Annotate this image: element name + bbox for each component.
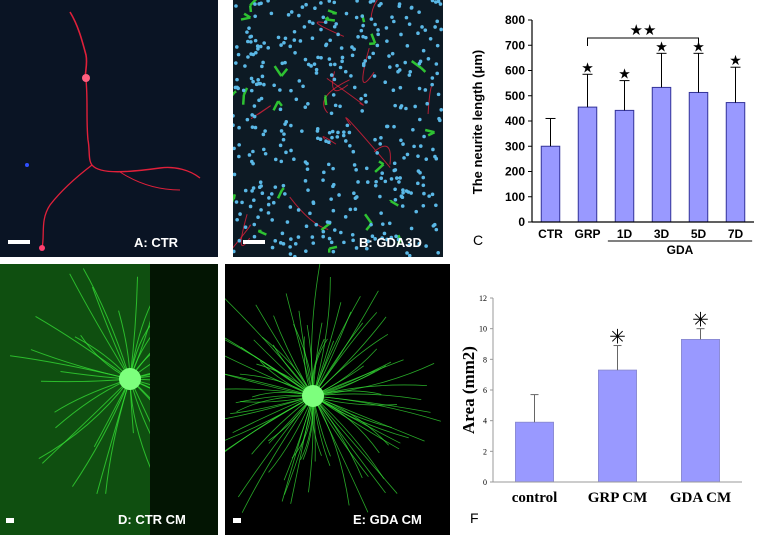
error-bars <box>545 52 741 147</box>
y-tick-label: 10 <box>479 325 487 334</box>
y-tick-label: 12 <box>479 294 487 303</box>
panel-f-letter: F <box>470 510 479 526</box>
y-tick-label: 0 <box>483 478 487 487</box>
micrograph-d: D: CTR CM <box>0 264 218 535</box>
x-tick-label: control <box>512 490 558 506</box>
micrograph-a: A: CTR <box>0 0 218 257</box>
bars <box>515 339 720 483</box>
y-tick-label: 0 <box>518 215 525 229</box>
bar-grp-cm <box>598 369 637 483</box>
micrograph-e-drawing <box>225 264 441 513</box>
panel-e-label: E: GDA CM <box>353 512 422 527</box>
significance-asterisk: ✳ <box>692 310 709 332</box>
significance-marks: ★ ★ ★ ★ ★ <box>581 38 742 81</box>
y-tick-label: 300 <box>505 139 525 153</box>
significance-star: ★ <box>729 52 742 68</box>
x-tick-label: GRP <box>574 227 600 241</box>
micrograph-e: E: GDA CM <box>225 264 450 535</box>
y-tick-label: 6 <box>483 386 487 395</box>
panel-d-label: D: CTR CM <box>118 512 186 527</box>
y-tick-label: 4 <box>483 417 487 426</box>
dark-background-region <box>150 264 218 535</box>
x-tick-label: 1D <box>617 227 633 241</box>
significance-star: ★ <box>618 66 631 82</box>
significance-star: ★ <box>581 59 594 75</box>
micrograph-a-drawing <box>25 11 201 251</box>
scale-bar <box>8 240 30 244</box>
y-tick-label: 700 <box>505 38 525 52</box>
panel-b-label: B: GDA3D <box>359 235 422 250</box>
y-axis-ticks: 0 100 200 300 400 500 600 700 800 <box>505 13 532 229</box>
bar-gda-cm <box>681 339 720 483</box>
micrograph-b: B: GDA3D <box>233 0 443 257</box>
bar-3d <box>651 86 672 223</box>
x-tick-label: GDA CM <box>670 490 731 506</box>
significance-marks: ✳✳ <box>609 310 709 349</box>
y-tick-label: 400 <box>505 114 525 128</box>
significance-star: ★ <box>692 38 705 54</box>
scale-bar <box>6 518 14 523</box>
y-tick-label: 800 <box>505 13 525 27</box>
y-tick-label: 600 <box>505 64 525 78</box>
x-tick-label: 3D <box>654 227 670 241</box>
x-tick-labels: CTR GRP 1D 3D 5D 7D <box>538 227 743 241</box>
x-tick-label: GRP CM <box>588 490 648 506</box>
y-tick-label: 200 <box>505 165 525 179</box>
x-tick-label: 7D <box>728 227 744 241</box>
bar-7d <box>725 102 746 223</box>
y-axis-label: Area (mm2) <box>460 346 478 434</box>
x-tick-label: 5D <box>691 227 707 241</box>
bar-grp <box>577 106 598 223</box>
x-tick-labels: control GRP CM GDA CM <box>512 490 731 506</box>
x-tick-label: CTR <box>538 227 563 241</box>
significance-bracket <box>587 37 699 46</box>
panel-c-letter: C <box>473 232 484 248</box>
bar-ctr <box>540 145 561 223</box>
y-tick-label: 2 <box>483 447 487 456</box>
y-axis-label: The neurite length (μm) <box>470 50 485 194</box>
bracket-mark: ★★ <box>630 22 657 39</box>
y-axis-ticks: 0 2 4 6 8 10 12 <box>479 294 493 487</box>
y-tick-label: 8 <box>483 355 487 364</box>
y-tick-label: 100 <box>505 190 525 204</box>
error-bars <box>530 328 705 423</box>
micrograph-b-drawing <box>233 0 443 257</box>
significance-star: ★ <box>655 38 668 54</box>
scale-bar <box>233 518 241 523</box>
significance-asterisk: ✳ <box>609 327 626 349</box>
scale-bar <box>243 240 265 244</box>
y-tick-label: 500 <box>505 89 525 103</box>
bar-5d <box>688 91 709 223</box>
panel-a-label: A: CTR <box>134 235 179 250</box>
bars <box>540 86 746 223</box>
bar-control <box>515 421 554 483</box>
group-label: GDA <box>667 243 694 257</box>
bar-1d <box>614 109 635 223</box>
